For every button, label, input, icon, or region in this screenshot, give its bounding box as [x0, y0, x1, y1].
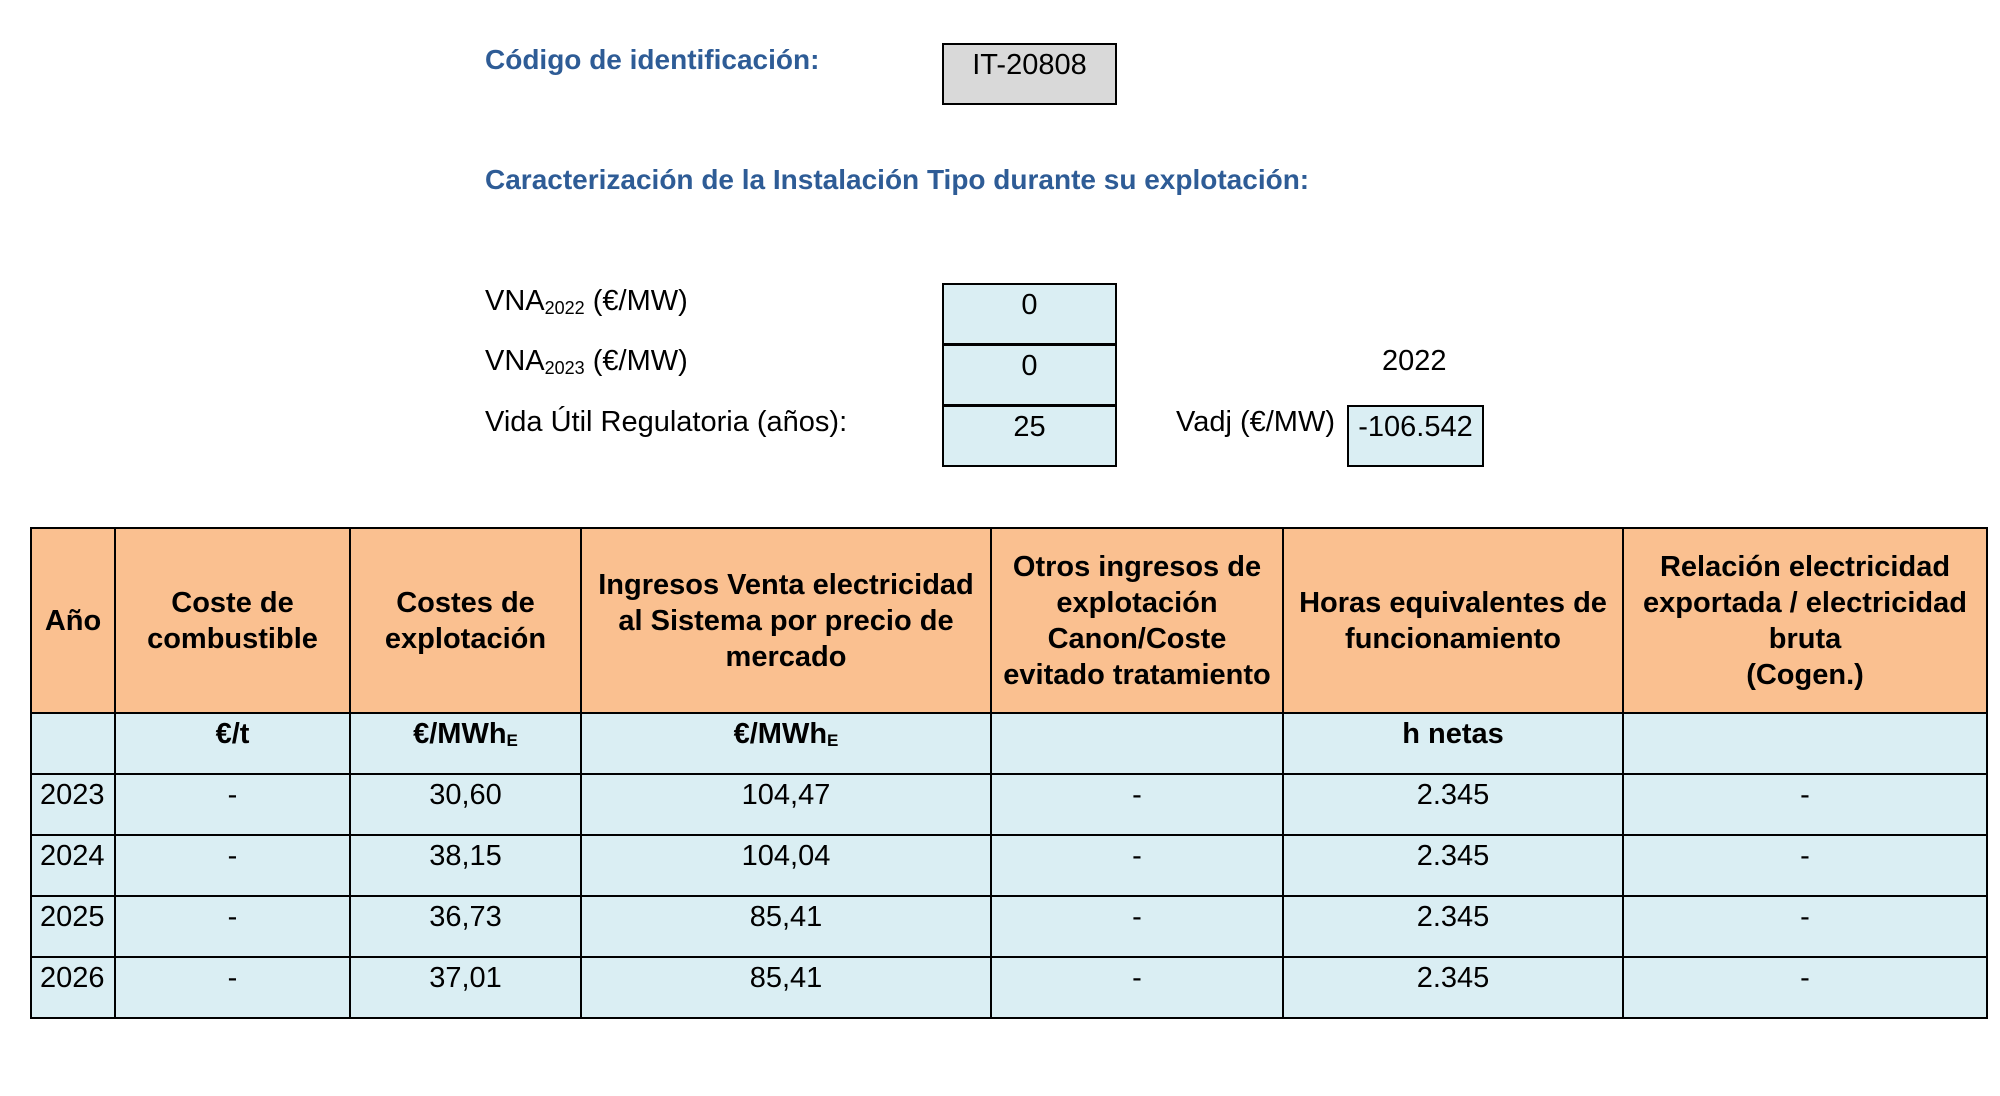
table-cell: - — [1622, 956, 1988, 1019]
table-cell: - — [990, 895, 1284, 958]
table-cell: 30,60 — [349, 773, 582, 836]
table-cell: 37,01 — [349, 956, 582, 1019]
id-value-box: IT-20808 — [942, 43, 1117, 105]
unit-cell — [990, 712, 1284, 775]
vna-2022-sub: 2022 — [544, 298, 585, 318]
section-title: Caracterización de la Instalación Tipo d… — [485, 164, 1310, 195]
header-relacion-electricidad: Relación electricidad exportada / electr… — [1622, 527, 1988, 714]
table-cell: - — [1622, 773, 1988, 836]
table-cell: 104,47 — [580, 773, 992, 836]
table-cell: 36,73 — [349, 895, 582, 958]
unit-sub: E — [506, 731, 518, 750]
table-row: 2025 - 36,73 85,41 - 2.345 - — [30, 895, 1988, 958]
vna-2023-value: 0 — [942, 344, 1117, 406]
year-cell: 2026 — [30, 956, 116, 1019]
unit-base: €/t — [215, 718, 250, 750]
unit-sub: E — [827, 731, 839, 750]
unit-base: h netas — [1402, 718, 1504, 750]
vadj-value: -106.542 — [1347, 405, 1484, 467]
header-coste-combustible: Coste de combustible — [114, 527, 351, 714]
vna-2022-unit: (€/MW) — [584, 285, 688, 317]
vida-util-label: Vida Útil Regulatoria (años): — [485, 406, 848, 438]
table-cell: - — [990, 834, 1284, 897]
vida-util-value: 25 — [942, 405, 1117, 467]
vna-2023-label: VNA2023 (€/MW) — [485, 345, 688, 379]
table-row: 2024 - 38,15 104,04 - 2.345 - — [30, 834, 1988, 897]
header-ingresos-venta: Ingresos Venta electricidad al Sistema p… — [580, 527, 992, 714]
year-cell: 2023 — [30, 773, 116, 836]
unit-cell: h netas — [1282, 712, 1624, 775]
header-row: Año Coste de combustible Costes de explo… — [30, 527, 1988, 714]
table-cell: - — [990, 956, 1284, 1019]
units-row: €/t €/MWhE €/MWhE h netas — [30, 712, 1988, 775]
table-row: 2026 - 37,01 85,41 - 2.345 - — [30, 956, 1988, 1019]
table-cell: 2.345 — [1282, 834, 1624, 897]
table-cell: - — [990, 773, 1284, 836]
table-cell: 38,15 — [349, 834, 582, 897]
unit-cell: €/t — [114, 712, 351, 775]
header-otros-ingresos: Otros ingresos de explotación Canon/Cost… — [990, 527, 1284, 714]
table-row: 2023 - 30,60 104,47 - 2.345 - — [30, 773, 1988, 836]
table-cell: 85,41 — [580, 956, 992, 1019]
year-label: 2022 — [1382, 345, 1447, 377]
table-cell: 85,41 — [580, 895, 992, 958]
vna-2023-sub: 2023 — [544, 358, 585, 378]
vna-2022-value: 0 — [942, 283, 1117, 345]
vna-2023-unit: (€/MW) — [584, 345, 688, 377]
header-horas-equivalentes: Horas equivalentes de funcionamiento — [1282, 527, 1624, 714]
header-ano: Año — [30, 527, 116, 714]
unit-cell: €/MWhE — [349, 712, 582, 775]
vna-2022-base: VNA — [485, 285, 545, 317]
year-cell: 2024 — [30, 834, 116, 897]
table-cell: - — [114, 834, 351, 897]
table-cell: 104,04 — [580, 834, 992, 897]
vna-2023-base: VNA — [485, 345, 545, 377]
unit-cell — [1622, 712, 1988, 775]
table-cell: - — [1622, 834, 1988, 897]
table-cell: - — [1622, 895, 1988, 958]
year-cell: 2025 — [30, 895, 116, 958]
unit-cell: €/MWhE — [580, 712, 992, 775]
table-cell: - — [114, 956, 351, 1019]
costs-table: Año Coste de combustible Costes de explo… — [30, 527, 1988, 1019]
table-cell: - — [114, 773, 351, 836]
table-cell: 2.345 — [1282, 773, 1624, 836]
vadj-label: Vadj (€/MW) — [1176, 406, 1335, 438]
table-cell: 2.345 — [1282, 895, 1624, 958]
unit-base: €/MWh — [413, 718, 507, 750]
id-label: Código de identificación: — [485, 44, 820, 75]
unit-base: €/MWh — [733, 718, 828, 750]
unit-cell — [30, 712, 116, 775]
table-cell: 2.345 — [1282, 956, 1624, 1019]
table-cell: - — [114, 895, 351, 958]
header-costes-explotacion: Costes de explotación — [349, 527, 582, 714]
vna-2022-label: VNA2022 (€/MW) — [485, 285, 688, 319]
